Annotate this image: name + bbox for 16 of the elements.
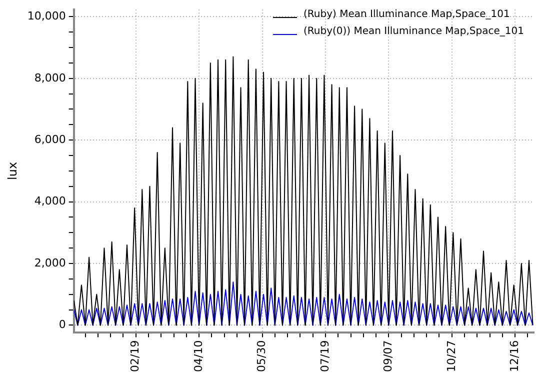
x-tick-label: 12/16: [508, 340, 521, 372]
x-tick-label: 09/07: [382, 340, 395, 372]
x-tick-label: 04/10: [192, 340, 205, 372]
y-tick-label: 2,000: [34, 256, 66, 270]
y-tick-label: 8,000: [34, 71, 66, 84]
y-tick-label: 0: [58, 318, 66, 332]
legend-label: (Ruby) Mean Illuminance Map,Space_101: [303, 9, 510, 20]
y-tick-label: 10,000: [27, 10, 66, 23]
y-tick-label: 6,000: [34, 132, 66, 146]
x-tick-label: 05/30: [255, 340, 268, 372]
y-tick-label: 4,000: [34, 194, 66, 208]
legend-label: (Ruby(0)) Mean Illuminance Map,Space_101: [303, 26, 524, 37]
x-tick-label: 02/19: [128, 340, 142, 372]
x-tick-label: 07/19: [318, 340, 332, 372]
x-tick-label: 10/27: [444, 340, 458, 372]
y-axis-title: lux: [5, 162, 20, 180]
